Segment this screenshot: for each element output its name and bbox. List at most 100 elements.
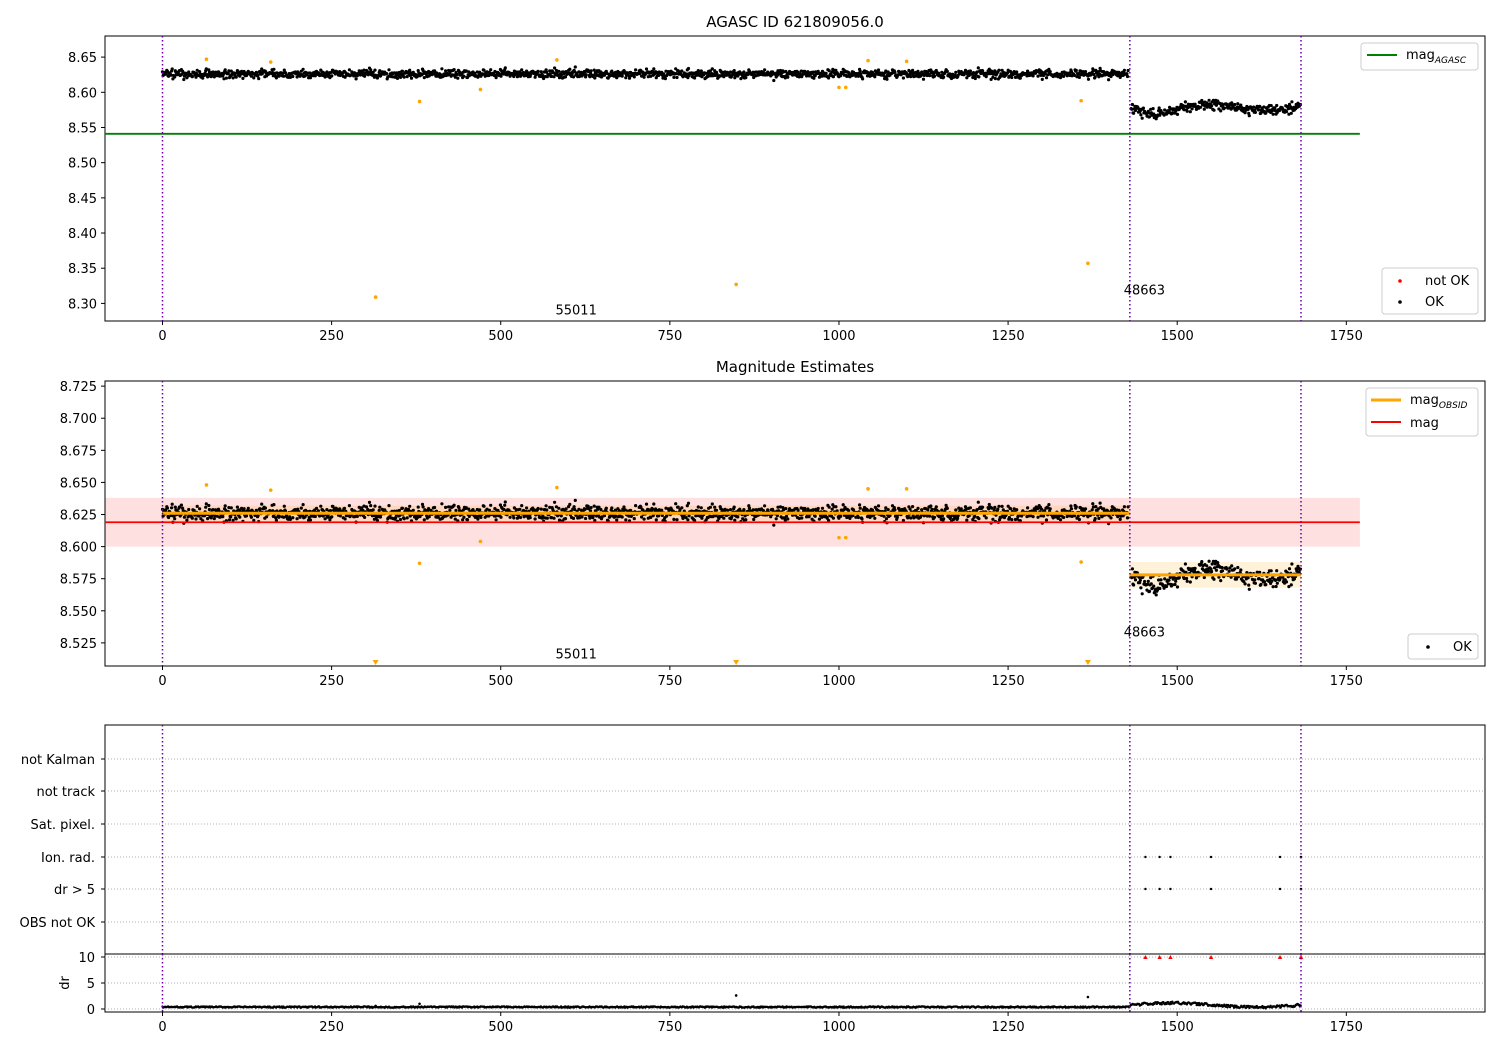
ok-data-point — [949, 514, 953, 519]
ok-data-point — [632, 75, 636, 79]
ok-data-point — [813, 514, 817, 518]
ok-data-point — [684, 516, 688, 520]
ok-data-point — [620, 515, 624, 519]
ok-data-point — [589, 69, 593, 73]
ok-data-point — [588, 509, 593, 513]
x-tick-label: 1000 — [822, 674, 855, 689]
ok-data-point — [1257, 577, 1261, 581]
ok-data-point — [593, 76, 597, 80]
ok-data-point — [1096, 507, 1100, 511]
ok-data-point — [521, 70, 526, 75]
ok-data-point — [301, 67, 305, 71]
ok-data-point — [1092, 72, 1096, 77]
ok-data-point — [227, 506, 231, 510]
ok-data-point — [588, 516, 592, 520]
ok-data-point — [394, 516, 398, 520]
outlier-point — [204, 483, 209, 487]
ok-data-point — [912, 516, 916, 520]
ok-data-point — [761, 509, 766, 513]
ok-data-point — [993, 77, 998, 81]
ok-data-point — [487, 514, 491, 518]
ok-data-point — [1177, 576, 1181, 580]
ok-data-point — [1210, 562, 1214, 566]
ok-data-point — [1289, 583, 1293, 587]
ok-data-point — [455, 72, 459, 77]
y-tick-label: 10 — [78, 951, 95, 966]
y-tick-label: 8.35 — [68, 262, 97, 277]
ok-data-point — [742, 508, 746, 512]
ok-data-point — [1133, 578, 1138, 582]
flag-point — [1278, 855, 1282, 859]
ok-data-point — [541, 74, 545, 78]
ok-data-point — [732, 505, 736, 509]
ok-data-point — [1151, 107, 1155, 111]
ok-data-point — [1284, 580, 1289, 584]
ok-data-point — [1202, 107, 1206, 111]
ok-data-point — [981, 505, 985, 509]
ok-data-point — [338, 514, 342, 518]
ok-data-point — [482, 504, 486, 508]
ok-data-point — [909, 75, 913, 79]
ok-data-point — [634, 68, 638, 72]
ok-data-point — [1243, 111, 1247, 115]
ok-data-point — [252, 76, 256, 80]
flag-row-label: not track — [36, 785, 95, 800]
ok-data-point — [181, 506, 185, 510]
magnitude-panel-title: Magnitude Estimates — [716, 358, 874, 376]
ok-data-point — [856, 515, 861, 520]
ok-data-point — [784, 514, 789, 518]
ok-data-point — [742, 70, 746, 74]
ok-data-point — [1093, 75, 1097, 79]
ok-data-point — [1158, 113, 1162, 117]
ok-data-point — [404, 507, 408, 511]
outlier-point — [734, 282, 738, 287]
ok-data-point — [778, 68, 783, 73]
agasc-lower-legend-box — [1381, 267, 1479, 315]
obsid-label: 55011 — [555, 303, 596, 318]
ok-data-point — [975, 70, 979, 74]
ok-data-point — [355, 514, 359, 519]
ok-data-point — [848, 516, 852, 521]
ok-data-point — [1257, 108, 1261, 112]
ok-data-point — [265, 515, 269, 519]
ok-data-point — [873, 516, 877, 520]
ok-data-point — [1182, 576, 1186, 581]
ok-data-point — [812, 76, 816, 80]
ok-data-point — [1149, 107, 1153, 111]
ok-data-point — [811, 70, 815, 74]
ok-data-point — [238, 515, 242, 519]
ok-data-point — [800, 516, 804, 520]
ok-data-point — [959, 507, 963, 511]
ok-data-point — [672, 517, 676, 522]
ok-data-point — [957, 506, 961, 510]
ok-data-point — [1287, 112, 1291, 116]
ok-data-point — [544, 504, 548, 508]
ok-data-point — [722, 75, 726, 79]
ok-data-point — [906, 515, 910, 519]
ok-data-point — [195, 504, 199, 508]
ok-data-point — [1212, 577, 1216, 581]
ok-data-point — [685, 72, 689, 76]
ok-data-point — [398, 517, 403, 522]
ok-data-point — [744, 76, 748, 80]
ok-data-point — [926, 508, 930, 512]
ok-data-point — [827, 69, 831, 73]
y-tick-label: 5 — [87, 977, 95, 992]
ok-data-point — [1219, 579, 1223, 583]
ok-data-point — [710, 502, 714, 506]
ok-data-point — [928, 74, 932, 78]
y-tick-label: 8.550 — [60, 605, 97, 620]
ok-data-point — [817, 517, 822, 521]
ok-data-point — [342, 506, 347, 510]
outlier-point — [837, 535, 841, 540]
ok-data-point — [1253, 110, 1257, 114]
ok-data-point — [614, 514, 618, 518]
agasc-upper-legend-box — [1360, 42, 1479, 71]
flag-point — [1209, 887, 1213, 891]
ok-data-point — [552, 75, 556, 79]
ok-data-point — [1292, 577, 1296, 581]
ok-data-point — [573, 498, 577, 502]
outlier-point — [904, 487, 909, 491]
ok-data-point — [1107, 78, 1111, 82]
ok-data-point — [699, 69, 703, 73]
